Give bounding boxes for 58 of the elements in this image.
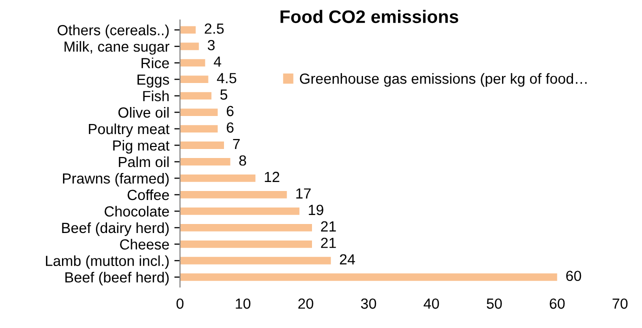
bar [180,125,218,132]
y-tick-label: Prawns (farmed) [63,172,169,187]
data-label: 7 [233,139,240,150]
data-label: 4 [214,56,222,67]
bar [180,158,230,166]
data-label: 21 [321,238,336,248]
chart-title: Food CO2 emissions [280,10,458,24]
legend-label: Greenhouse gas emissions (per kg of food… [300,73,587,87]
data-label: 4.5 [216,73,236,84]
bar [180,142,224,149]
bar [180,26,196,34]
y-tick-label: Lamb (mutton incl.) [46,255,169,269]
y-tick-label: Palm oil [118,156,169,168]
bar [180,240,312,248]
y-tick-label: Cheese [120,238,169,250]
y-tick-label: Coffee [128,189,169,200]
bar [180,207,300,215]
bar [180,273,558,281]
y-tick-label: Olive oil [118,107,169,118]
x-tick-label: 20 [298,298,314,309]
x-tick-label: 10 [236,298,250,309]
y-tick-label: Fish [143,90,169,102]
bar [180,108,218,116]
y-tick-label: Beef (dairy herd) [62,222,169,236]
bar [180,76,208,84]
x-tick-label: 50 [486,298,502,309]
bar [180,42,199,50]
y-tick-label: Pig meat [113,140,170,154]
x-tick-label: 70 [612,298,628,309]
x-tick-label: 30 [361,298,376,309]
data-label: 5 [220,90,228,100]
bar [180,224,312,232]
x-tick-label: 60 [550,298,565,309]
x-tick-label: 40 [424,298,439,309]
y-tick-label: Eggs [138,74,170,88]
data-label: 24 [340,254,355,264]
data-label: 12 [264,172,280,182]
data-label: 8 [239,155,246,166]
data-label: 2.5 [204,23,224,34]
y-tick-label: Poultry meat [88,123,170,138]
y-tick-label: Beef (beef herd) [65,272,169,286]
data-label: 6 [226,106,234,116]
y-tick-label: Milk, cane sugar [64,41,170,55]
bar [180,59,206,67]
data-label: 60 [566,270,582,282]
data-label: 21 [321,221,336,232]
x-tick-label: 0 [176,298,184,309]
data-label: 3 [208,40,215,50]
data-label: 17 [296,188,311,198]
data-label: 6 [226,122,234,133]
bar [180,256,331,264]
y-tick-label: Chocolate [104,206,169,217]
bar [180,92,212,100]
bar [180,190,287,198]
y-tick-label: Rice [142,58,169,68]
bar [180,174,256,182]
y-tick-label: Others (cereals..) [58,24,169,38]
data-label: 19 [308,204,324,216]
